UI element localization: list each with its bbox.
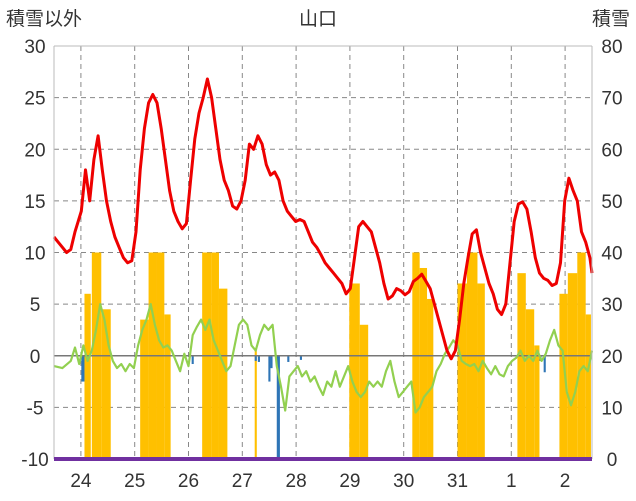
left-tick-label: 0 [30,347,41,368]
orange-bar [349,283,360,459]
axis-labels: 24 25 26 27 28 29 30 31 1 2302520151050-5-1080706… [21,37,622,492]
x-tick-label: 26 [178,471,199,492]
left-tick-label: -5 [27,398,44,419]
right-tick-label: 0 [607,450,618,471]
orange-bar [427,298,434,459]
right-tick-label: 20 [601,347,622,368]
blue-bar [268,355,271,382]
right-axis-title: 積雪 [592,8,630,30]
blue-bar [257,355,260,362]
orange-bar [559,293,568,459]
orange-bar [567,273,578,459]
right-tick-label: 30 [601,295,622,316]
right-tick-label: 40 [601,244,622,265]
orange-bar [534,345,540,459]
blue-bar [276,355,280,459]
blue-bar [543,355,546,373]
orange-bar [457,283,467,459]
blue-bar [191,355,194,365]
x-tick-label: 28 [286,471,307,492]
x-tick-label: 24 [70,471,92,492]
x-tick-label: 27 [232,471,253,492]
right-tick-label: 50 [601,192,622,213]
orange-bar [477,283,485,459]
right-tick-label: 60 [601,140,622,161]
orange-bar [517,273,526,459]
green-series-line [53,303,594,414]
blue-bar [287,355,290,362]
left-tick-label: 25 [24,89,45,110]
x-tick-label: 2 [560,471,571,492]
left-tick-label: -10 [21,450,48,471]
right-tick-label: 80 [601,37,622,58]
orange-bar [164,314,171,459]
orange-bar [525,309,535,459]
orange-bar [254,350,257,459]
x-tick-label: 1 [506,471,517,492]
plot-frame [53,45,593,461]
x-tick-label: 29 [339,471,360,492]
blue-bar [81,355,85,382]
orange-bar [140,319,149,459]
x-tick-label: 25 [124,471,145,492]
x-tick-label: 31 [447,471,468,492]
line-series [52,77,594,414]
chart-title: 山口 [299,8,337,30]
right-tick-label: 10 [601,398,622,419]
blue-bar [270,355,273,369]
left-tick-label: 20 [24,140,45,161]
blue-bar [254,355,257,361]
left-axis-title: 積雪以外 [6,8,82,30]
blue-bar [299,355,302,360]
x-tick-label: 30 [393,471,414,492]
orange-bar [419,267,428,459]
left-tick-label: 15 [24,192,45,213]
right-tick-label: 70 [601,89,622,110]
orange-bar [585,314,591,459]
orange-bar [101,309,111,459]
orange-bar [84,293,91,459]
left-tick-label: 10 [24,244,45,265]
left-tick-label: 5 [30,295,41,316]
red-series-line [52,77,594,361]
orange-bar [218,288,228,459]
left-tick-label: 30 [24,37,45,58]
